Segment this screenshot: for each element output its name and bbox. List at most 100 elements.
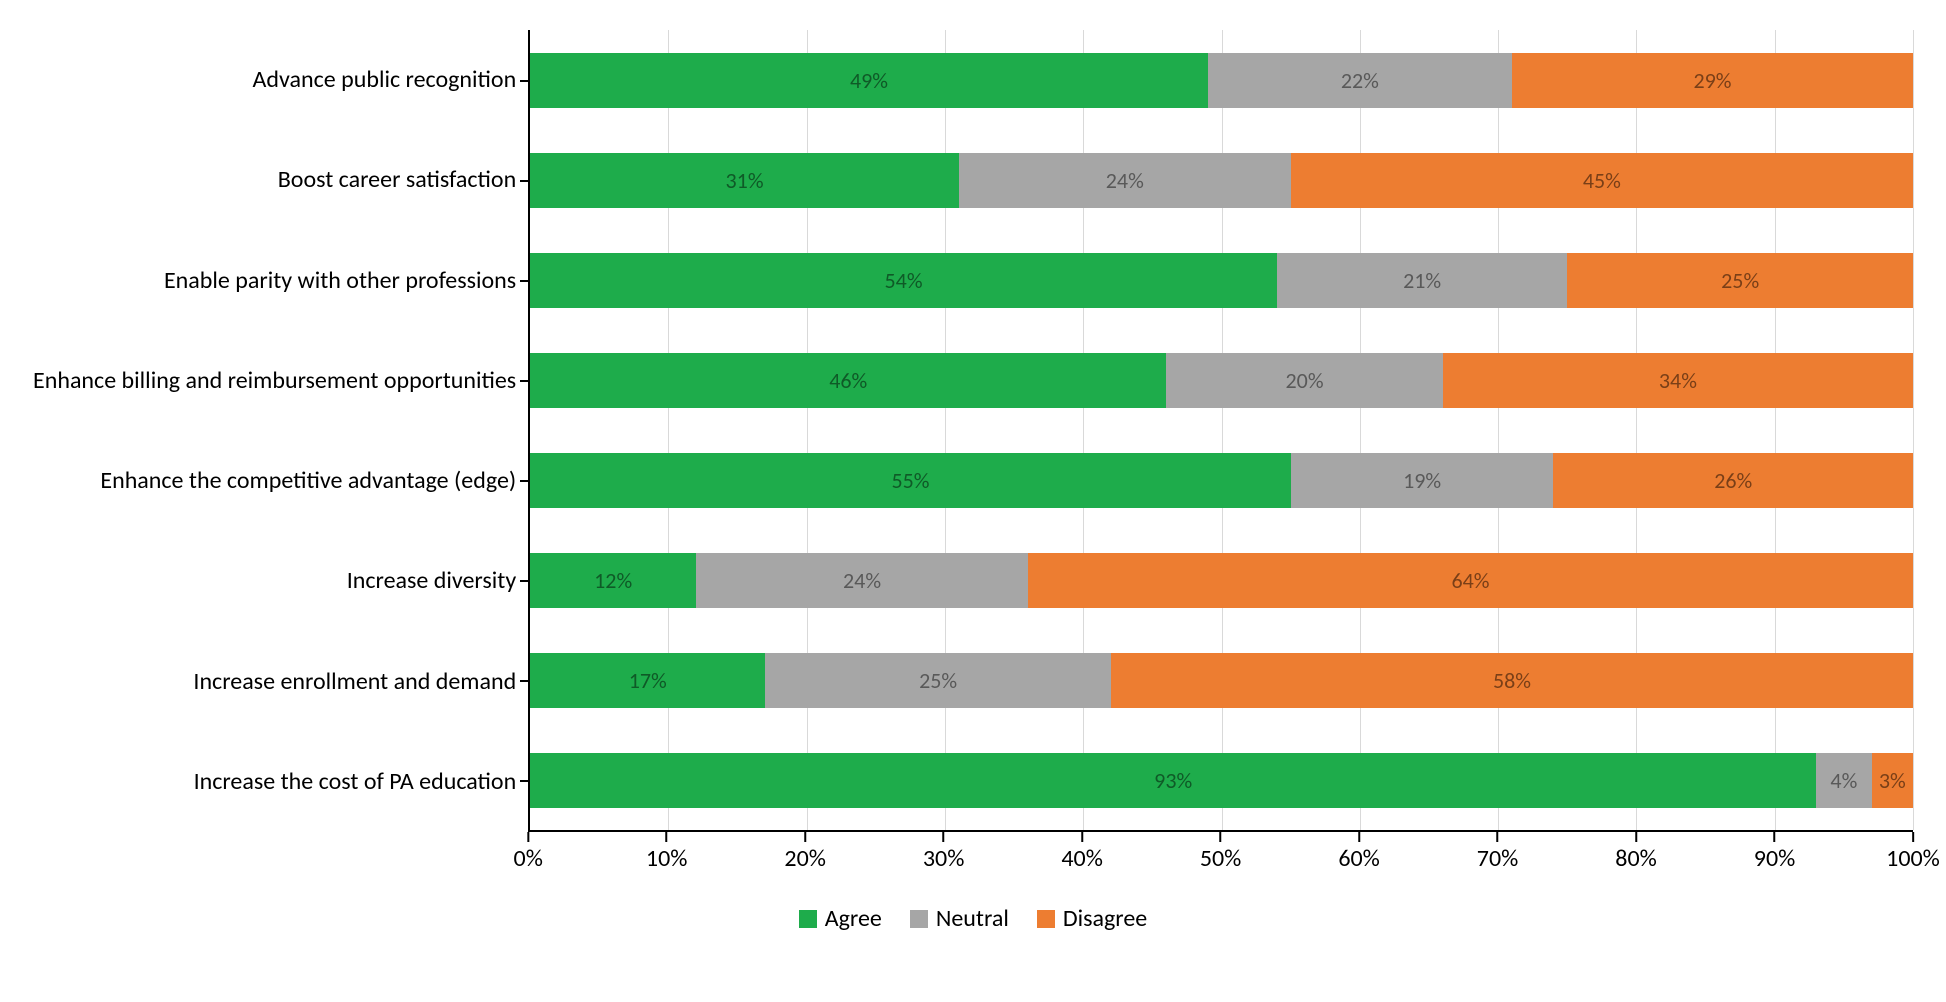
y-tick-mark	[520, 380, 530, 382]
y-axis-label: Enhance billing and reimbursement opport…	[33, 331, 516, 431]
percent-suffix: %	[1425, 467, 1441, 494]
bar-segment-agree: 54%	[530, 253, 1277, 308]
bar-segment-agree: 31%	[530, 153, 959, 208]
stacked-bar: 31%24%45%	[530, 153, 1913, 208]
x-tick-mark	[1081, 832, 1083, 842]
x-tick-label: 70%	[1477, 844, 1518, 873]
bar-value-label: 49	[850, 67, 872, 94]
percent-suffix: %	[1605, 167, 1621, 194]
percent-suffix: %	[1515, 667, 1531, 694]
y-axis-label: Increase diversity	[33, 531, 516, 631]
x-tick-label: 60%	[1338, 844, 1379, 873]
bar-segment-disagree: 25%	[1567, 253, 1913, 308]
x-tick: 50%	[1200, 832, 1241, 873]
y-tick-mark	[520, 680, 530, 682]
bar-value-label: 25	[1721, 267, 1743, 294]
bar-value-label: 34	[1659, 367, 1681, 394]
bar-segment-agree: 93%	[530, 753, 1816, 808]
x-tick-mark	[1635, 832, 1637, 842]
bar-value-label: 20	[1286, 367, 1308, 394]
y-axis-label: Enable parity with other professions	[33, 231, 516, 331]
bar-segment-neutral: 22%	[1208, 53, 1512, 108]
bar-segment-disagree: 26%	[1553, 453, 1913, 508]
x-tick-label: 40%	[1061, 844, 1102, 873]
stacked-bar: 17%25%58%	[530, 653, 1913, 708]
percent-suffix: %	[865, 567, 881, 594]
bar-row: 17%25%58%	[530, 630, 1913, 730]
percent-suffix: %	[941, 667, 957, 694]
legend-label: Neutral	[936, 904, 1009, 933]
bar-segment-neutral: 21%	[1277, 253, 1567, 308]
x-tick-label: 80%	[1615, 844, 1656, 873]
legend-label: Agree	[825, 904, 882, 933]
bar-value-label: 26	[1714, 467, 1736, 494]
y-tick-mark	[520, 180, 530, 182]
y-axis-label: Boost career satisfaction	[33, 130, 516, 230]
percent-suffix: %	[1176, 767, 1192, 794]
legend-item-agree: Agree	[799, 904, 882, 933]
stacked-bar: 55%19%26%	[530, 453, 1913, 508]
percent-suffix: %	[616, 567, 632, 594]
x-tick: 80%	[1615, 832, 1656, 873]
bar-row: 54%21%25%	[530, 230, 1913, 330]
x-tick: 30%	[923, 832, 964, 873]
legend-item-disagree: Disagree	[1037, 904, 1147, 933]
y-axis-labels: Advance public recognitionBoost career s…	[33, 30, 528, 832]
bar-segment-neutral: 24%	[959, 153, 1291, 208]
bar-value-label: 17	[629, 667, 651, 694]
bar-value-label: 64	[1451, 567, 1473, 594]
bar-segment-neutral: 4%	[1816, 753, 1871, 808]
x-tick-mark	[804, 832, 806, 842]
bar-segment-agree: 17%	[530, 653, 765, 708]
chart-area: Advance public recognitionBoost career s…	[33, 30, 1913, 832]
stacked-bar: 49%22%29%	[530, 53, 1913, 108]
y-tick-mark	[520, 780, 530, 782]
x-tick-mark	[1220, 832, 1222, 842]
bar-segment-agree: 49%	[530, 53, 1208, 108]
y-axis-label: Increase enrollment and demand	[33, 632, 516, 732]
x-tick-mark	[1497, 832, 1499, 842]
percent-suffix: %	[852, 367, 868, 394]
y-axis-label: Increase the cost of PA education	[33, 732, 516, 832]
x-tick: 90%	[1754, 832, 1795, 873]
x-axis: 0%10%20%30%40%50%60%70%80%90%100%	[528, 832, 1913, 882]
percent-suffix: %	[748, 167, 764, 194]
legend-swatch	[1037, 910, 1055, 928]
legend-item-neutral: Neutral	[910, 904, 1009, 933]
stacked-bar-chart: Advance public recognitionBoost career s…	[33, 30, 1913, 933]
percent-suffix: %	[907, 267, 923, 294]
stacked-bar: 46%20%34%	[530, 353, 1913, 408]
bar-segment-neutral: 20%	[1166, 353, 1443, 408]
stacked-bar: 54%21%25%	[530, 253, 1913, 308]
percent-suffix: %	[1363, 67, 1379, 94]
legend-swatch	[910, 910, 928, 928]
y-tick-mark	[520, 80, 530, 82]
stacked-bar: 93%4%3%	[530, 753, 1913, 808]
x-tick: 40%	[1061, 832, 1102, 873]
bar-segment-neutral: 25%	[765, 653, 1111, 708]
bar-segment-neutral: 19%	[1291, 453, 1554, 508]
bar-value-label: 58	[1493, 667, 1515, 694]
x-tick: 20%	[784, 832, 825, 873]
bar-value-label: 24	[1106, 167, 1128, 194]
bar-value-label: 22	[1341, 67, 1363, 94]
y-axis-label: Enhance the competitive advantage (edge)	[33, 431, 516, 531]
bar-row: 46%20%34%	[530, 330, 1913, 430]
bar-segment-disagree: 58%	[1111, 653, 1913, 708]
bar-value-label: 12	[594, 567, 616, 594]
bar-value-label: 54	[885, 267, 907, 294]
percent-suffix: %	[1425, 267, 1441, 294]
percent-suffix: %	[1890, 767, 1906, 794]
percent-suffix: %	[1474, 567, 1490, 594]
bar-value-label: 25	[919, 667, 941, 694]
bar-rows: 49%22%29%31%24%45%54%21%25%46%20%34%55%1…	[530, 30, 1913, 830]
bar-value-label: 29	[1693, 67, 1715, 94]
legend-label: Disagree	[1063, 904, 1147, 933]
percent-suffix: %	[1681, 367, 1697, 394]
x-tick-label: 10%	[646, 844, 687, 873]
plot-area: 49%22%29%31%24%45%54%21%25%46%20%34%55%1…	[528, 30, 1913, 832]
percent-suffix: %	[1716, 67, 1732, 94]
x-tick-label: 20%	[784, 844, 825, 873]
bar-segment-disagree: 45%	[1291, 153, 1913, 208]
x-tick: 60%	[1338, 832, 1379, 873]
